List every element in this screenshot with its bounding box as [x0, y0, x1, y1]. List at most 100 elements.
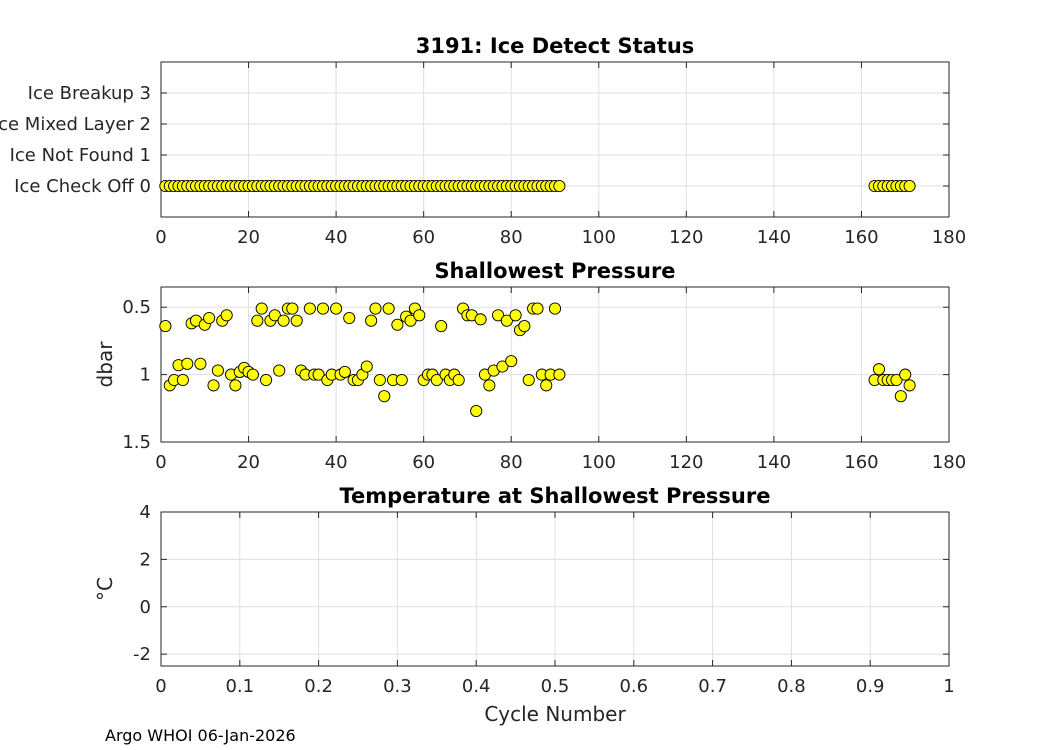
- data-point: [391, 318, 404, 331]
- x-axis-label: Cycle Number: [484, 702, 626, 726]
- data-point: [404, 314, 417, 327]
- x-tick-label: 80: [500, 452, 523, 473]
- x-tick-label: 100: [582, 227, 616, 248]
- data-point: [365, 314, 378, 327]
- x-tick-label: 0.6: [619, 676, 648, 697]
- data-point: [176, 373, 189, 387]
- x-tick-label: 0: [155, 452, 166, 473]
- x-tick-label: 0.4: [462, 676, 491, 697]
- data-point: [890, 373, 903, 387]
- data-point: [251, 314, 264, 327]
- data-point: [203, 311, 216, 325]
- data-point: [430, 373, 443, 387]
- ice-status-panel: 0 20 40 60 80 100 120 140 160 180 Ice Check Off 0 I…: [0, 34, 966, 248]
- data-point: [903, 379, 916, 392]
- x-tick-label: 160: [844, 227, 878, 248]
- data-point: [273, 364, 286, 377]
- data-point: [395, 373, 408, 387]
- x-tick-label: 0.9: [856, 676, 885, 697]
- data-point: [413, 309, 426, 322]
- data-point: [207, 379, 220, 392]
- axes-box: [160, 286, 950, 443]
- data-point: [899, 368, 912, 381]
- data-point: [343, 311, 356, 325]
- y-tick-label: Ice Check Off 0: [14, 176, 151, 197]
- data-point: [211, 364, 224, 377]
- chart-title: Temperature at Shallowest Pressure: [340, 484, 771, 508]
- data-point: [903, 179, 916, 193]
- data-point: [894, 390, 907, 403]
- data-point: [505, 355, 518, 368]
- y-tick-label: Ice Not Found 1: [10, 145, 151, 166]
- footer-text: Argo WHOI 06-Jan-2026: [105, 726, 296, 745]
- data-point: [369, 302, 382, 315]
- y-axis-label: dbar: [93, 341, 117, 388]
- y-tick-label: 0: [140, 597, 151, 618]
- x-tick-label: 20: [237, 227, 260, 248]
- data-point: [496, 360, 509, 373]
- data-point: [540, 379, 553, 392]
- data-point: [553, 368, 566, 381]
- x-tick-label: 180: [932, 452, 966, 473]
- data-point: [338, 365, 351, 378]
- y-tick-label: 0.5: [122, 297, 151, 318]
- data-point: [470, 404, 483, 418]
- data-point: [286, 302, 299, 315]
- temperature-panel: 0 0.1 0.2 0.3 0.4 0.5 0.6 0.7 0.8 0.9 1-2024Temper…: [93, 484, 955, 726]
- x-tick-label: 1: [943, 676, 954, 697]
- x-tick-label: 80: [500, 227, 523, 248]
- axes-box: [160, 61, 950, 218]
- data-point: [373, 373, 386, 387]
- x-tick-label: 0.2: [304, 676, 333, 697]
- data-point: [159, 320, 172, 333]
- data-point: [312, 368, 325, 381]
- data-point: [268, 309, 281, 322]
- x-tick-label: 0.1: [225, 676, 254, 697]
- pressure-panel: 0 20 40 60 80 100 120 140 160 180 0.5 1 1.5 Shallowes…: [93, 259, 966, 473]
- plot-area: [161, 62, 949, 217]
- y-tick-label: 2: [140, 549, 151, 570]
- x-tick-label: 60: [412, 227, 435, 248]
- data-point: [518, 320, 531, 333]
- data-point: [330, 302, 343, 315]
- x-tick-label: 120: [669, 452, 703, 473]
- data-point: [553, 179, 566, 193]
- x-tick-label: 120: [669, 227, 703, 248]
- x-tick-label: 100: [582, 452, 616, 473]
- data-point: [872, 363, 886, 376]
- data-point: [548, 302, 562, 315]
- y-axis-label: °C: [93, 577, 117, 601]
- data-point: [194, 357, 207, 370]
- data-point: [277, 314, 290, 327]
- data-point: [452, 373, 465, 387]
- data-point: [522, 373, 535, 387]
- y-tick-label: Ice Breakup 3: [28, 83, 151, 104]
- data-point: [474, 313, 487, 326]
- x-tick-label: 20: [237, 452, 260, 473]
- data-point: [500, 314, 513, 327]
- x-tick-label: 180: [932, 227, 966, 248]
- x-tick-label: 0.5: [541, 676, 570, 697]
- x-tick-label: 40: [325, 227, 348, 248]
- data-point: [435, 320, 448, 333]
- data-point: [246, 368, 259, 381]
- x-tick-label: 160: [844, 452, 878, 473]
- data-point: [255, 302, 268, 315]
- data-point: [229, 379, 242, 392]
- x-tick-label: 140: [757, 227, 791, 248]
- data-point: [303, 302, 316, 315]
- y-tick-label: Ice Mixed Layer 2: [0, 114, 151, 135]
- chart-title: 3191: Ice Detect Status: [416, 34, 695, 58]
- x-tick-label: 0: [155, 227, 166, 248]
- data-point: [360, 360, 373, 373]
- data-point: [492, 309, 505, 322]
- x-tick-label: 140: [757, 452, 791, 473]
- data-point: [378, 390, 391, 403]
- data-point: [382, 302, 395, 315]
- data-point: [260, 373, 273, 387]
- x-tick-label: 0.8: [777, 676, 806, 697]
- data-point: [290, 314, 303, 327]
- data-point: [483, 379, 496, 392]
- data-point: [220, 309, 233, 322]
